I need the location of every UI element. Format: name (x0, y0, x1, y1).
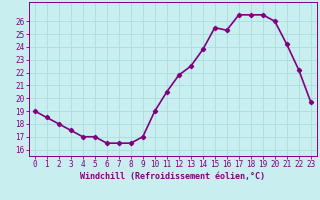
X-axis label: Windchill (Refroidissement éolien,°C): Windchill (Refroidissement éolien,°C) (80, 172, 265, 181)
